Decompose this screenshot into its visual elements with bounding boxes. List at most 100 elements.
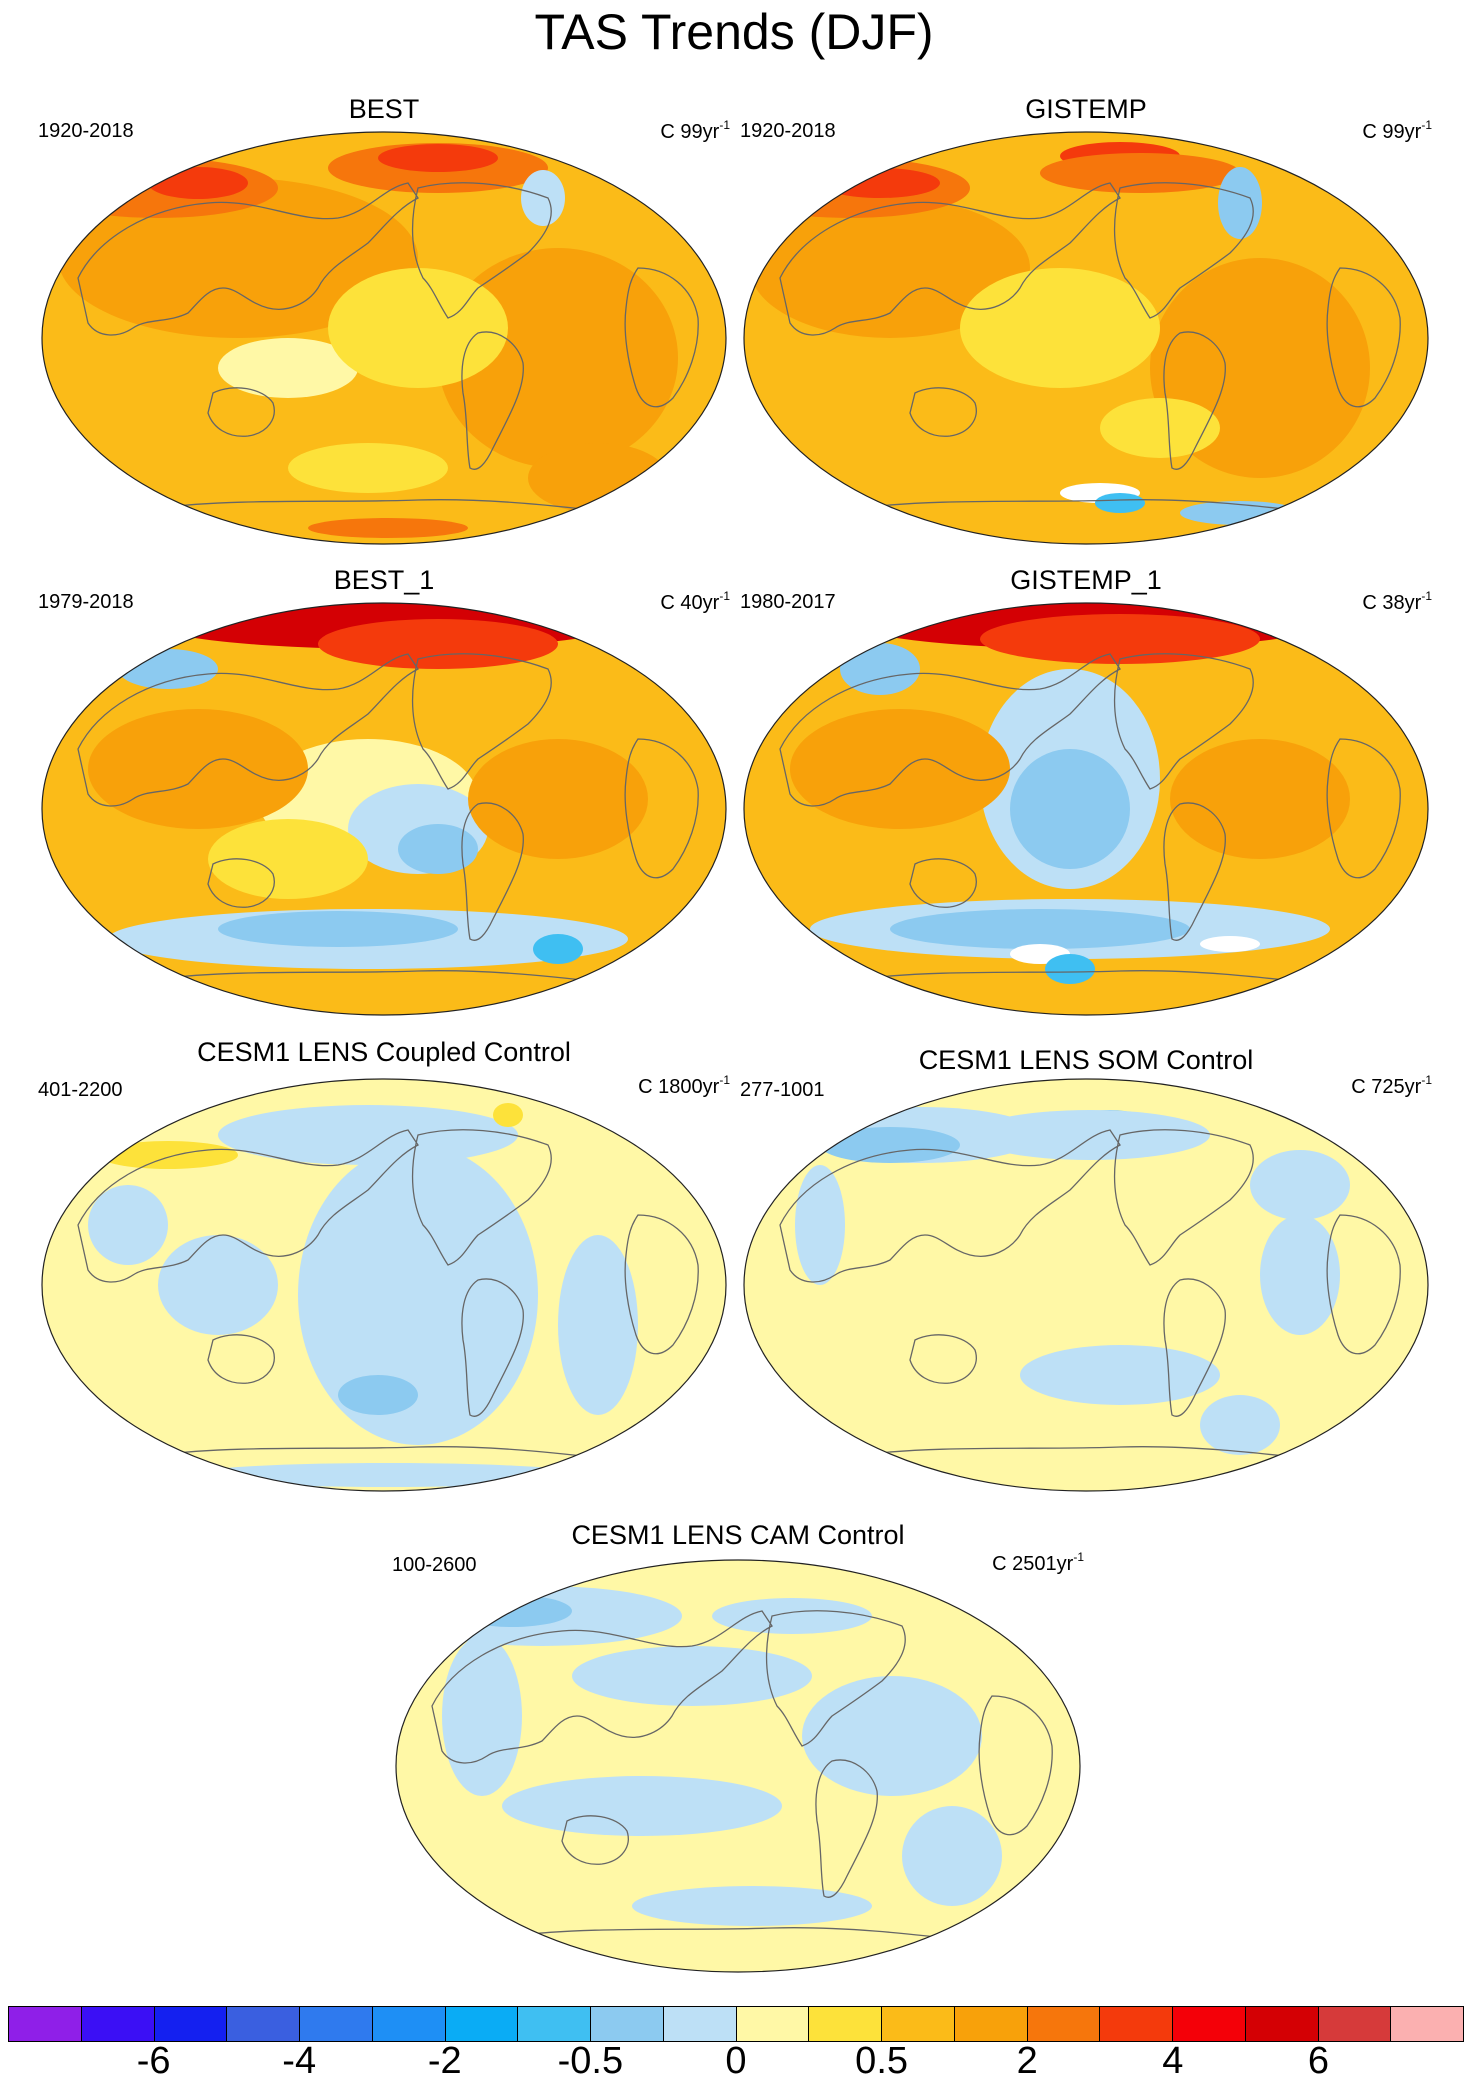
- coastline: [859, 499, 1321, 514]
- panel-best-1: BEST_1 1979-2018 C 40yr-1: [38, 565, 730, 1017]
- coastline: [77, 182, 419, 336]
- trend-patch: [398, 824, 478, 874]
- scale-label: C 40yr-1: [660, 589, 730, 614]
- colorbar-cell: [591, 2007, 664, 2041]
- colorbar-tick-label: 0: [725, 2040, 747, 2082]
- coastline: [1163, 331, 1226, 470]
- trend-patch: [1020, 1345, 1220, 1405]
- coastline: [207, 858, 275, 908]
- trend-patch: [1095, 493, 1145, 513]
- coastline: [978, 1695, 1053, 1836]
- coastline: [411, 1129, 552, 1266]
- map-field: [42, 603, 726, 1015]
- coastline: [624, 267, 699, 408]
- colorbar-tick-label: -2: [427, 2040, 462, 2082]
- trend-patch: [308, 518, 468, 538]
- trend-patch: [88, 709, 308, 829]
- coastline: [765, 1610, 906, 1747]
- map-field: [42, 1079, 726, 1491]
- trend-patch: [1200, 936, 1260, 952]
- coastline: [207, 387, 275, 437]
- trend-patch: [1010, 749, 1130, 869]
- period-label: 1979-2018: [38, 591, 134, 613]
- coastline: [1113, 1129, 1254, 1266]
- coastline: [157, 1446, 619, 1461]
- world-map: [743, 1078, 1429, 1492]
- colorbar-cell: [445, 2007, 519, 2041]
- colorbar-cell: [518, 2007, 591, 2041]
- colorbar-cell: [663, 2007, 737, 2041]
- trend-patch: [558, 1235, 638, 1415]
- panel-title: CESM1 LENS Coupled Control: [197, 1037, 571, 1067]
- coastline: [779, 1129, 1121, 1283]
- trend-patch: [1218, 167, 1262, 239]
- colorbar-cell: [1318, 2007, 1392, 2041]
- map-field: [744, 132, 1428, 544]
- trend-patch: [890, 909, 1190, 949]
- period-label: 277-1001: [740, 1079, 825, 1101]
- map-border: [41, 1078, 727, 1492]
- coastline: [411, 653, 552, 790]
- trend-patch: [218, 1105, 518, 1165]
- coastline: [561, 1815, 629, 1865]
- trend-patch: [338, 1375, 418, 1415]
- trend-patch: [572, 1646, 812, 1706]
- coastline: [909, 387, 977, 437]
- trend-patch: [493, 1103, 523, 1127]
- trend-patch: [980, 614, 1260, 664]
- map-border: [743, 131, 1429, 545]
- coastline: [1163, 802, 1226, 941]
- coastline: [461, 331, 524, 470]
- trend-patch: [1100, 398, 1220, 458]
- coastline: [624, 738, 699, 879]
- period-label: 1980-2017: [740, 591, 836, 613]
- world-map: [41, 602, 727, 1016]
- trend-patch: [98, 1141, 238, 1169]
- colorbar-cell: [1027, 2007, 1101, 2041]
- trend-patch: [88, 1185, 168, 1265]
- world-map: [743, 602, 1429, 1016]
- map-border: [41, 131, 727, 545]
- coastline: [157, 499, 619, 514]
- coastline: [207, 1334, 275, 1384]
- trend-patch: [188, 1463, 588, 1487]
- trend-patch: [208, 819, 368, 899]
- colorbar-cell: [954, 2007, 1028, 2041]
- coastline: [1326, 267, 1401, 408]
- trend-patch: [960, 268, 1160, 388]
- trend-patch: [840, 643, 920, 695]
- colorbar-cell: [154, 2007, 228, 2041]
- trend-patch: [378, 144, 498, 172]
- trend-patch: [528, 443, 668, 513]
- trend-patch: [790, 709, 1010, 829]
- scale-label: C 1800yr-1: [638, 1073, 730, 1098]
- trend-patch: [1045, 954, 1095, 984]
- trend-patch: [1040, 153, 1240, 193]
- colorbar-cell: [1391, 2007, 1463, 2041]
- colorbar: [8, 2006, 1464, 2042]
- colorbar-tick-label: -0.5: [557, 2040, 624, 2082]
- colorbar-cell: [1245, 2007, 1319, 2041]
- trend-patch: [970, 1110, 1210, 1160]
- map-field: [744, 1079, 1428, 1491]
- map-field: [744, 603, 1428, 1015]
- trend-patch: [502, 1776, 782, 1836]
- colorbar-cell: [81, 2007, 155, 2041]
- period-label: 401-2200: [38, 1079, 123, 1101]
- world-map: [41, 1078, 727, 1492]
- coastline: [909, 1334, 977, 1384]
- map-field: [396, 1560, 1080, 1972]
- coastline: [77, 1129, 419, 1283]
- colorbar-cell: [9, 2007, 82, 2041]
- colorbar-cell: [809, 2007, 882, 2041]
- map-field: [42, 132, 726, 544]
- coastline: [1113, 653, 1254, 790]
- colorbar-cell: [736, 2007, 810, 2041]
- panel-best: BEST 1920-2018 C 99yr-1: [38, 94, 730, 546]
- map-border: [743, 1078, 1429, 1492]
- coastline: [1113, 182, 1254, 319]
- trend-patch: [1170, 739, 1350, 859]
- colorbar-cell: [300, 2007, 373, 2041]
- world-map: [41, 131, 727, 545]
- trend-patch: [218, 911, 458, 947]
